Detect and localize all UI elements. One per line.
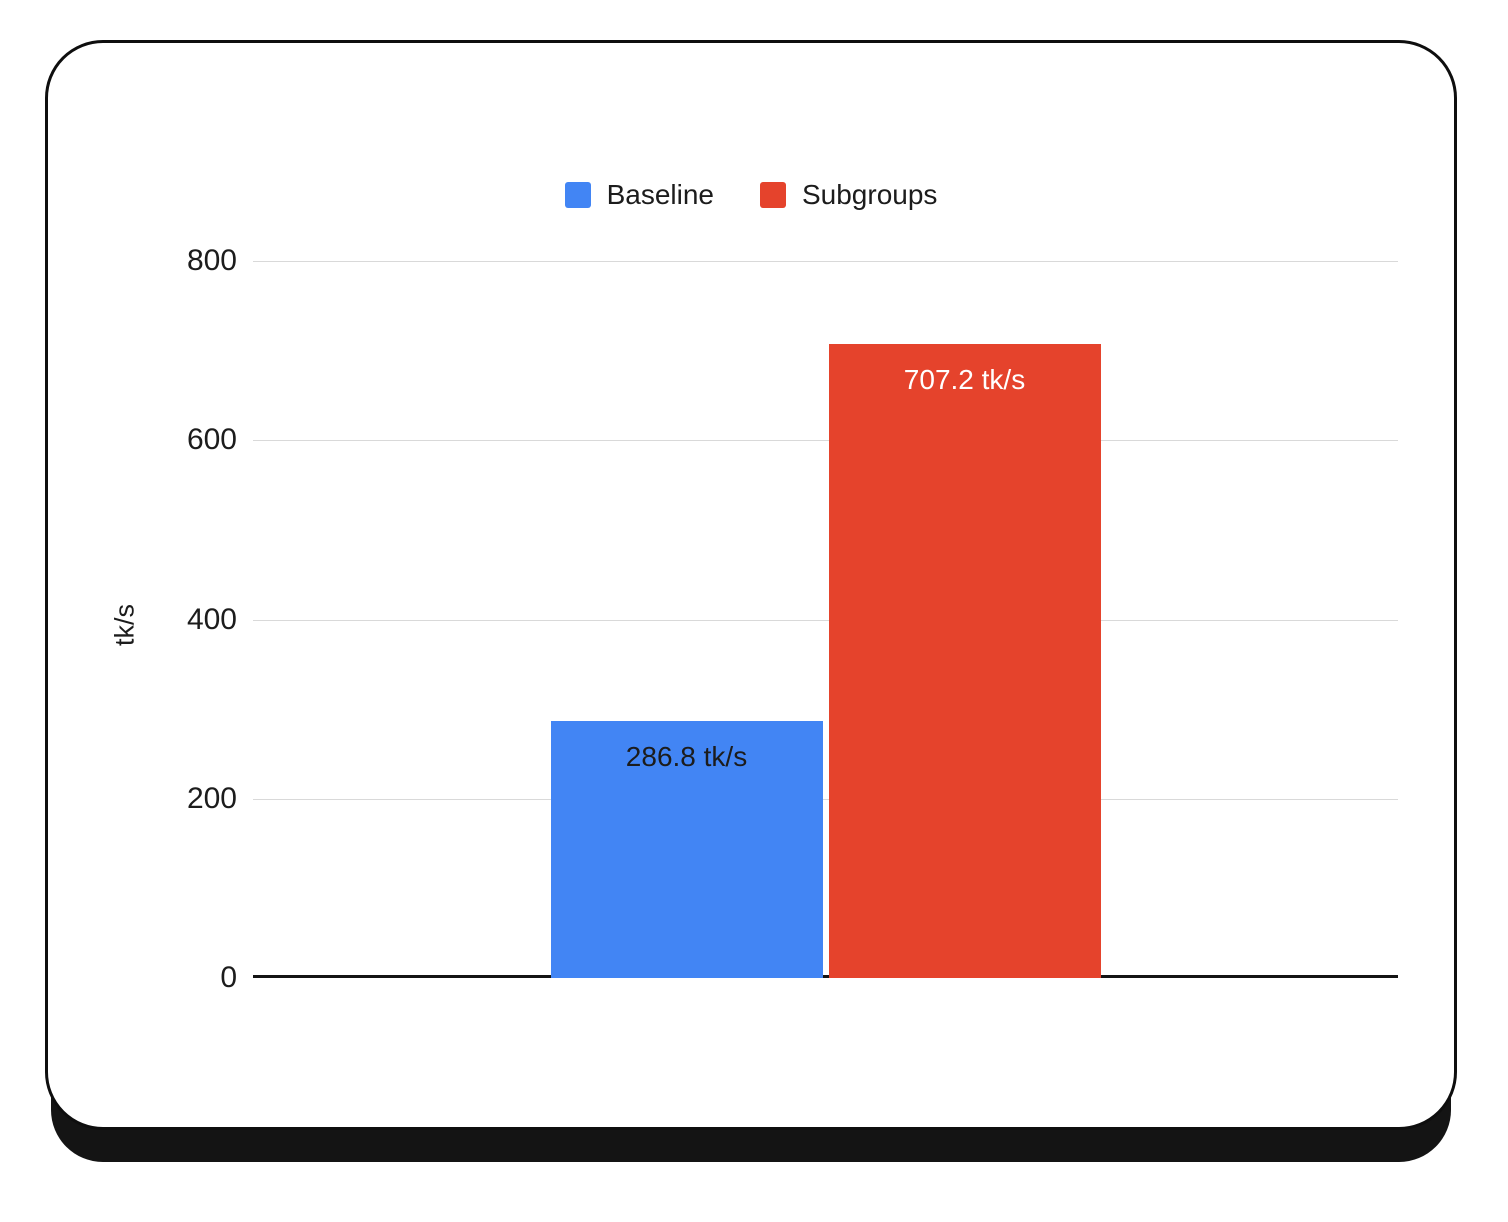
plot-area: 0 200 400 600 800 286.8 tk/s 707.2 tk/s: [187, 244, 1398, 994]
bar-value-label: 707.2 tk/s: [903, 364, 1026, 396]
bar-value-label: 286.8 tk/s: [625, 740, 748, 772]
legend: Baseline Subgroups: [48, 179, 1454, 211]
legend-swatch: [564, 182, 591, 208]
y-tick-label: 400: [186, 602, 237, 636]
y-tick-label: 600: [186, 423, 237, 457]
y-tick-label: 800: [186, 244, 237, 277]
legend-label: Baseline: [606, 179, 714, 210]
gridline: [253, 261, 1398, 262]
chart-card: Baseline Subgroups tk/s 0 200 400 600 800 286.…: [45, 40, 1457, 1130]
gridline: [253, 440, 1398, 442]
y-tick-label: 200: [186, 781, 237, 815]
legend-item-baseline: Baseline: [564, 179, 714, 211]
gridline: [253, 798, 1398, 800]
legend-swatch: [759, 182, 786, 208]
gridline: [253, 619, 1398, 621]
x-axis-line: [253, 975, 1398, 978]
y-axis-title: tk/s: [109, 603, 140, 647]
bar-subgroups: 707.2 tk/s: [828, 344, 1101, 978]
y-tick-label: 0: [220, 961, 237, 994]
legend-item-subgroups: Subgroups: [759, 179, 938, 211]
legend-label: Subgroups: [801, 179, 938, 210]
bar-baseline: 286.8 tk/s: [550, 720, 823, 978]
